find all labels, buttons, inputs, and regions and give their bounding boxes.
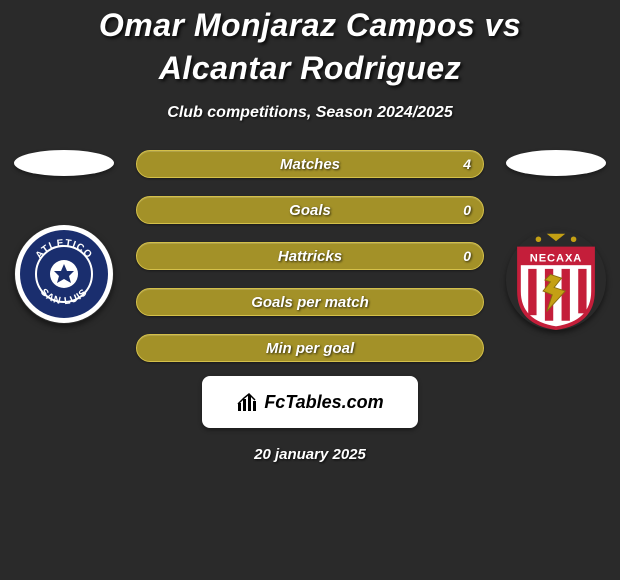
branding-text: FcTables.com [264,392,383,413]
stat-bar: Goals per match [136,288,484,316]
comparison-card: Omar Monjaraz Campos vs Alcantar Rodrigu… [0,0,620,580]
stat-label: Hattricks [137,248,483,265]
right-player-column: NECAXA [502,150,610,330]
svg-text:NECAXA: NECAXA [530,253,582,265]
stat-label: Min per goal [137,340,483,357]
comparison-body: ATLETICO SAN LUIS Matches4Goals0Hattrick… [0,150,620,362]
stat-label: Matches [137,156,483,173]
stat-bar: Matches4 [136,150,484,178]
stat-bar: Goals0 [136,196,484,224]
page-title: Omar Monjaraz Campos vs Alcantar Rodrigu… [0,4,620,90]
stat-label: Goals per match [137,294,483,311]
necaxa-icon: NECAXA [506,226,606,334]
stat-label: Goals [137,202,483,219]
branding-box[interactable]: FcTables.com [202,376,418,428]
stat-value-right: 0 [463,248,471,264]
stat-value-right: 0 [463,202,471,218]
generated-date: 20 january 2025 [0,446,620,463]
stat-bar: Min per goal [136,334,484,362]
stat-bar: Hattricks0 [136,242,484,270]
bar-chart-icon [236,391,258,413]
competition-subtitle: Club competitions, Season 2024/2025 [0,104,620,122]
atletico-san-luis-icon: ATLETICO SAN LUIS [14,224,114,324]
left-club-logo: ATLETICO SAN LUIS [14,224,114,324]
left-flag-placeholder [14,150,114,176]
stats-bars: Matches4Goals0Hattricks0Goals per matchM… [136,150,484,362]
stat-value-right: 4 [463,156,471,172]
right-flag-placeholder [506,150,606,176]
right-club-logo: NECAXA [506,230,606,330]
left-player-column: ATLETICO SAN LUIS [10,150,118,324]
